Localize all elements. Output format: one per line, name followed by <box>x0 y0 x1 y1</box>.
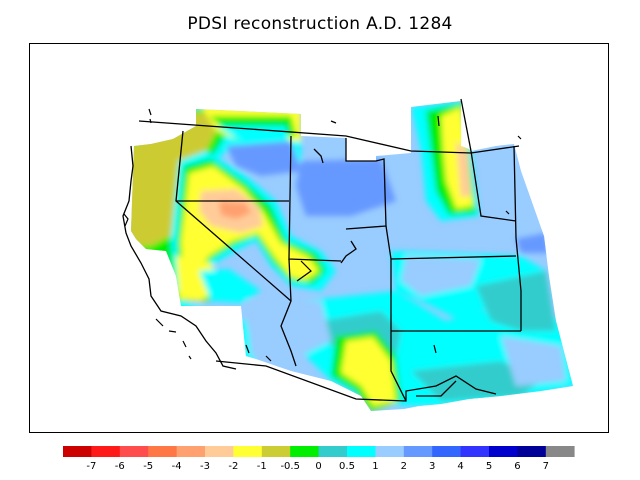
state-boundaries <box>122 98 522 402</box>
colorbar-swatch <box>63 446 92 457</box>
colorbar-swatch <box>517 446 547 457</box>
colorbar-swatch <box>403 446 433 457</box>
colorbar-swatch <box>460 446 490 457</box>
colorbar-swatch <box>545 446 575 457</box>
colorbar-swatch <box>375 446 405 457</box>
colorbar-tick-label: 0.5 <box>339 461 355 472</box>
colorbar-tick-label: -6 <box>115 461 125 472</box>
colorbar-tick-label: 5 <box>486 461 492 472</box>
colorbar-tick-label: 2 <box>401 461 407 472</box>
coastline-details <box>123 108 522 362</box>
colorbar-tick-label: -5 <box>143 461 153 472</box>
colorbar-tick-label: 0 <box>315 461 321 472</box>
colorbar-swatch <box>318 446 348 457</box>
colorbar-tick-label: 3 <box>429 461 435 472</box>
colorbar-swatch <box>176 446 206 457</box>
colorbar-tick-label: 6 <box>514 461 520 472</box>
colorbar-tick-label: -0.5 <box>280 461 300 472</box>
colorbar-tick-label: -1 <box>257 461 267 472</box>
colorbar-swatch <box>148 446 177 457</box>
colorbar-labels: -7 -6 -5 -4 -3 -2 -1 -0.5 0 0.5 1 2 3 4 5 6 7 <box>86 461 549 472</box>
colorbar-swatch <box>489 446 518 457</box>
colorbar-tick-label: -2 <box>228 461 238 472</box>
colorbar-swatches <box>63 446 575 457</box>
colorbar-swatch <box>119 446 149 457</box>
colorbar-swatch <box>205 446 234 457</box>
colorbar-tick-label: 7 <box>543 461 549 472</box>
map-panel <box>29 43 609 433</box>
colorbar-swatch <box>432 446 461 457</box>
pdsi-map <box>122 98 573 411</box>
colorbar-tick-label: 4 <box>457 461 463 472</box>
colorbar-tick-label: -7 <box>86 461 96 472</box>
colorbar-swatch <box>261 446 291 457</box>
colorbar-swatch <box>91 446 121 457</box>
colorbar-tick-label: 1 <box>372 461 378 472</box>
colorbar-swatch <box>233 446 263 457</box>
colorbar-tick-label: -3 <box>200 461 210 472</box>
pdsi-field <box>131 101 573 411</box>
colorbar-swatch <box>347 446 376 457</box>
map-title: PDSI reconstruction A.D. 1284 <box>187 14 453 34</box>
colorbar-tick-label: -4 <box>172 461 182 472</box>
colorbar-swatch <box>290 446 319 457</box>
